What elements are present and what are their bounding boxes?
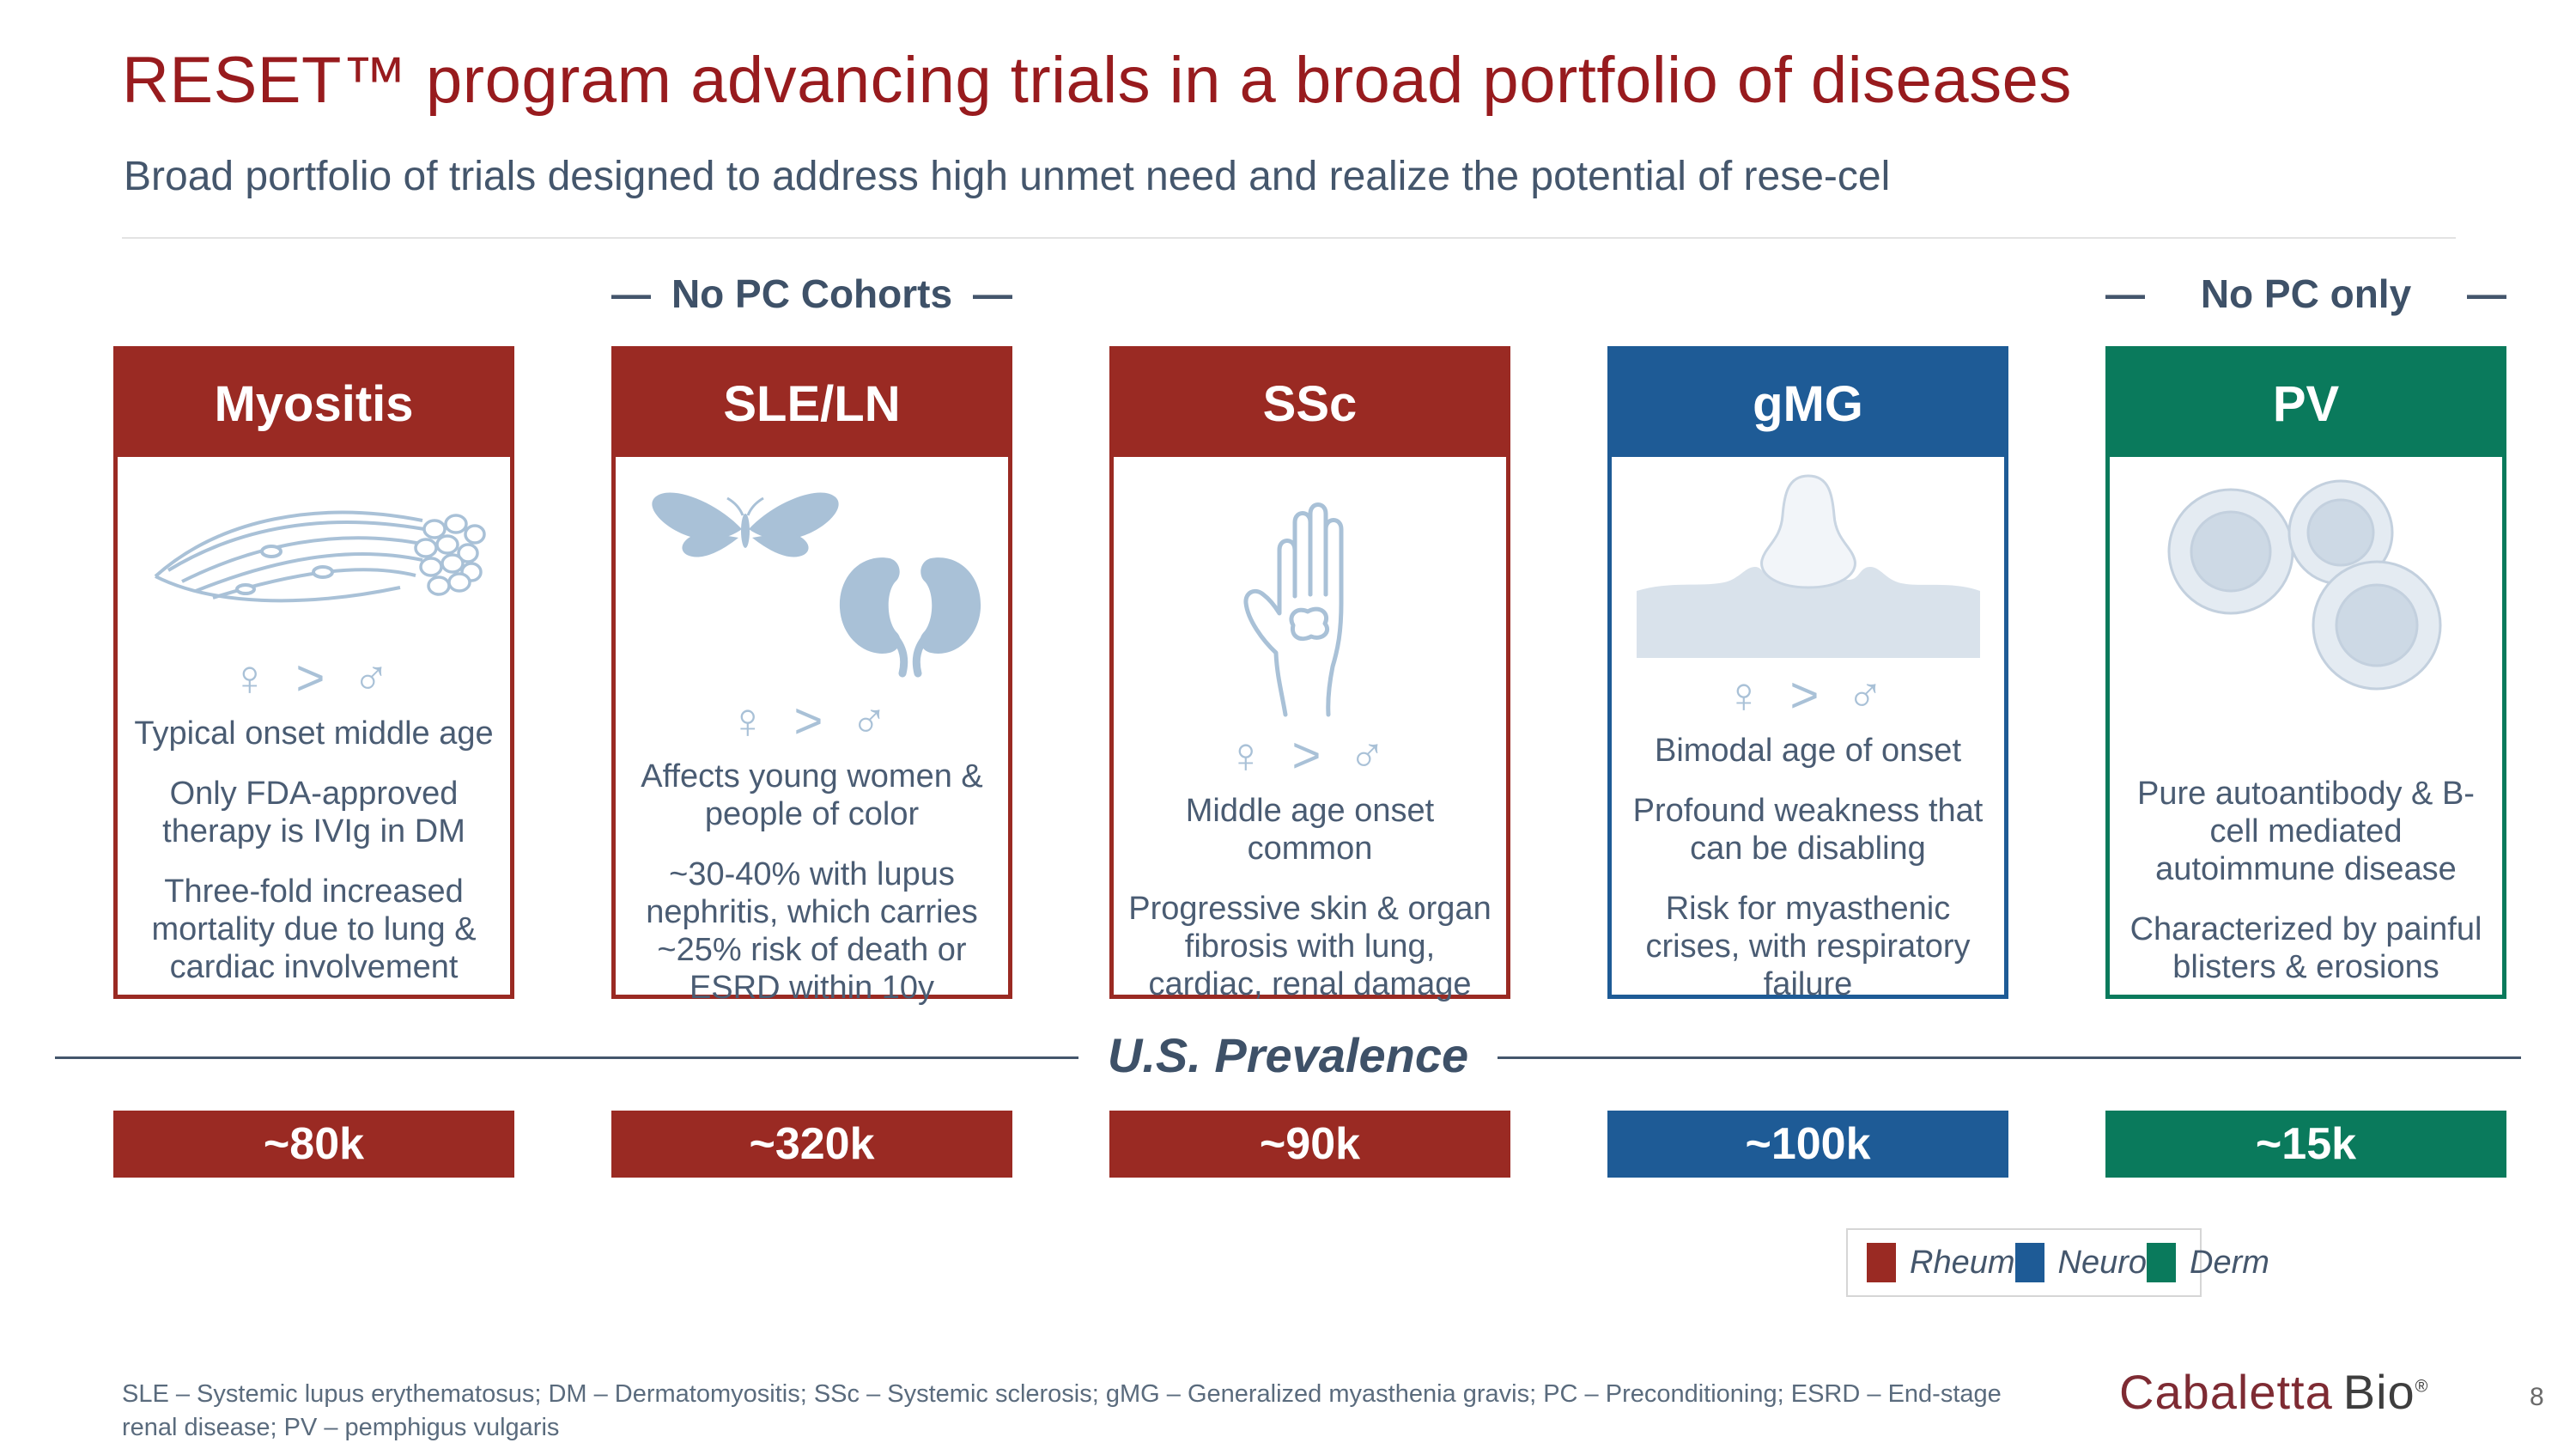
bullet: Characterized by painful blisters & eros… bbox=[2129, 911, 2482, 986]
neuro-swatch-icon bbox=[2014, 1243, 2044, 1282]
us-prevalence-label: U.S. Prevalence bbox=[1078, 1028, 1498, 1082]
muscle-icon bbox=[130, 469, 498, 641]
group-label-text: No PC only bbox=[2200, 271, 2412, 316]
disease-name: gMG bbox=[1753, 375, 1863, 432]
synapse-icon bbox=[1624, 469, 1992, 658]
group-labels-row: — No PC Cohorts — — No PC only — bbox=[113, 263, 2506, 325]
group-label-text: No PC Cohorts bbox=[671, 271, 953, 316]
disease-name: SLE/LN bbox=[723, 375, 901, 432]
disease-card-body: ♀ > ♂ Bimodal age of onset Profound weak… bbox=[1612, 457, 2004, 1020]
prevalence-bars-row: ~80k ~320k ~90k ~100k ~15k bbox=[113, 1111, 2506, 1178]
derm-swatch-icon bbox=[2147, 1243, 2176, 1282]
disease-bullets: Typical onset middle age Only FDA-approv… bbox=[130, 715, 498, 989]
prevalence-bar-myositis: ~80k bbox=[113, 1111, 514, 1178]
disease-card-header: gMG bbox=[1612, 350, 2004, 457]
legend-label: Rheum bbox=[1910, 1244, 2015, 1281]
bullet: Progressive skin & organ fibrosis with l… bbox=[1128, 891, 1492, 1003]
gender-prevalence-note: ♀ > ♂ bbox=[728, 692, 896, 749]
bullet: Pure autoantibody & B-cell mediated auto… bbox=[2137, 776, 2475, 888]
cabaletta-bio-logo: Cabaletta Bio® bbox=[2119, 1364, 2428, 1420]
header-divider bbox=[122, 237, 2456, 239]
rheum-swatch-icon bbox=[1867, 1243, 1896, 1282]
page-title: RESET™ program advancing trials in a bro… bbox=[122, 44, 2072, 117]
disease-card-body: ♀ > ♂ Affects young women & people of co… bbox=[616, 457, 1008, 1024]
butterfly-kidneys-icon bbox=[628, 469, 996, 684]
prevalence-bar-gmg: ~100k bbox=[1607, 1111, 2008, 1178]
disease-card-body: ♀ > ♂ Typical onset middle age Only FDA-… bbox=[118, 457, 510, 1003]
disease-card-header: PV bbox=[2110, 350, 2502, 457]
dash-right: — bbox=[972, 271, 1012, 316]
bullet: Only FDA-approved therapy is IVIg in DM bbox=[162, 776, 465, 850]
disease-card-header: SLE/LN bbox=[616, 350, 1008, 457]
disease-bullets: Affects young women & people of color ~3… bbox=[628, 758, 996, 1010]
disease-card-sle-ln: SLE/LN bbox=[611, 346, 1012, 1006]
bullet: Bimodal age of onset bbox=[1654, 733, 1961, 769]
cells-icon bbox=[2122, 469, 2490, 701]
disease-card-header: Myositis bbox=[118, 350, 510, 457]
disease-card-pv: PV bbox=[2105, 346, 2506, 999]
legend-label: Derm bbox=[2190, 1244, 2269, 1281]
bullet: Middle age onset common bbox=[1185, 793, 1435, 868]
us-prevalence-divider: U.S. Prevalence bbox=[55, 1027, 2521, 1083]
page-number: 8 bbox=[2530, 1383, 2544, 1411]
logo-brand-text: Cabaletta bbox=[2119, 1365, 2333, 1419]
disease-cards-row: Myositis bbox=[113, 346, 2506, 1062]
disease-bullets: Pure autoantibody & B-cell mediated auto… bbox=[2122, 775, 2490, 989]
page-subtitle: Broad portfolio of trials designed to ad… bbox=[124, 154, 1891, 199]
disease-bullets: Bimodal age of onset Profound weakness t… bbox=[1624, 732, 1992, 1007]
legend-label: Neuro bbox=[2057, 1244, 2148, 1281]
legend-item-derm: Derm bbox=[2147, 1243, 2269, 1282]
group-label-no-pc-cohorts: — No PC Cohorts — bbox=[611, 263, 1012, 325]
bullet: Risk for myasthenic crises, with respira… bbox=[1645, 891, 1971, 1003]
disease-card-myositis: Myositis bbox=[113, 346, 514, 999]
disease-name: Myositis bbox=[214, 375, 414, 432]
gender-prevalence-note: ♀ > ♂ bbox=[1724, 667, 1892, 723]
registered-mark: ® bbox=[2415, 1377, 2429, 1397]
dash-left: — bbox=[2105, 271, 2145, 316]
bullet: ~30-40% with lupus nephritis, which carr… bbox=[646, 856, 978, 1007]
prevalence-bar-sle-ln: ~320k bbox=[611, 1111, 1012, 1178]
legend-item-neuro: Neuro bbox=[2014, 1243, 2148, 1282]
bullet: Affects young women & people of color bbox=[641, 758, 983, 833]
group-label-no-pc-only: — No PC only — bbox=[2105, 263, 2506, 325]
dash-right: — bbox=[2467, 271, 2506, 316]
prevalence-bar-ssc: ~90k bbox=[1109, 1111, 1510, 1178]
prevalence-bar-pv: ~15k bbox=[2105, 1111, 2506, 1178]
dash-left: — bbox=[611, 271, 651, 316]
bullet: Three-fold increased mortality due to lu… bbox=[151, 874, 477, 986]
disease-bullets: Middle age onset common Progressive skin… bbox=[1126, 792, 1494, 1067]
disease-card-ssc: SSc ♀ > ♂ Middle age onset common Progre… bbox=[1109, 346, 1510, 1062]
logo-suffix-text: Bio bbox=[2342, 1365, 2415, 1419]
bullet: Typical onset middle age bbox=[134, 715, 494, 752]
disease-card-header: SSc bbox=[1114, 350, 1506, 457]
hand-icon bbox=[1126, 469, 1494, 718]
disease-card-body: Pure autoantibody & B-cell mediated auto… bbox=[2110, 457, 2502, 1003]
gender-prevalence-note: ♀ > ♂ bbox=[230, 649, 398, 706]
gender-prevalence-note: ♀ > ♂ bbox=[1226, 727, 1394, 783]
category-legend: Rheum Neuro Derm bbox=[1846, 1228, 2269, 1297]
disease-card-gmg: gMG ♀ > ♂ Bimodal age of onset Profound … bbox=[1607, 346, 2008, 1002]
bullet: Profound weakness that can be disabling bbox=[1632, 793, 1984, 868]
legend-item-rheum: Rheum bbox=[1867, 1243, 2015, 1282]
disease-name: PV bbox=[2272, 375, 2340, 432]
disease-name: SSc bbox=[1262, 375, 1358, 432]
disease-card-body: ♀ > ♂ Middle age onset common Progressiv… bbox=[1114, 457, 1506, 1081]
footnote: SLE – Systemic lupus erythematosus; DM –… bbox=[122, 1380, 2002, 1442]
